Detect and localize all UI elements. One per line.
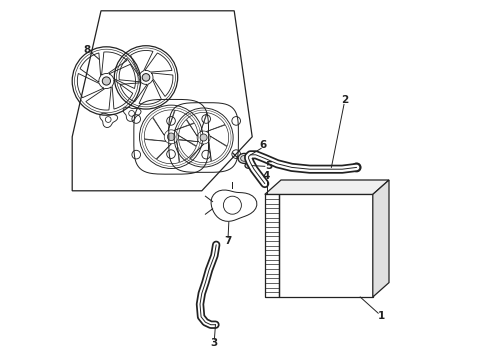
Ellipse shape [238,153,250,163]
Polygon shape [373,180,389,297]
Text: 3: 3 [211,338,218,348]
Circle shape [168,133,175,141]
Circle shape [142,73,150,81]
Text: 6: 6 [259,140,267,150]
Circle shape [102,77,111,85]
Circle shape [200,134,207,141]
Text: 5: 5 [265,161,272,171]
Text: 8: 8 [83,45,90,55]
Text: 1: 1 [377,311,385,321]
Text: 2: 2 [342,95,349,105]
Polygon shape [265,180,389,194]
Ellipse shape [245,163,252,168]
Text: 7: 7 [224,236,232,246]
Text: 4: 4 [263,171,270,181]
Circle shape [352,163,361,172]
